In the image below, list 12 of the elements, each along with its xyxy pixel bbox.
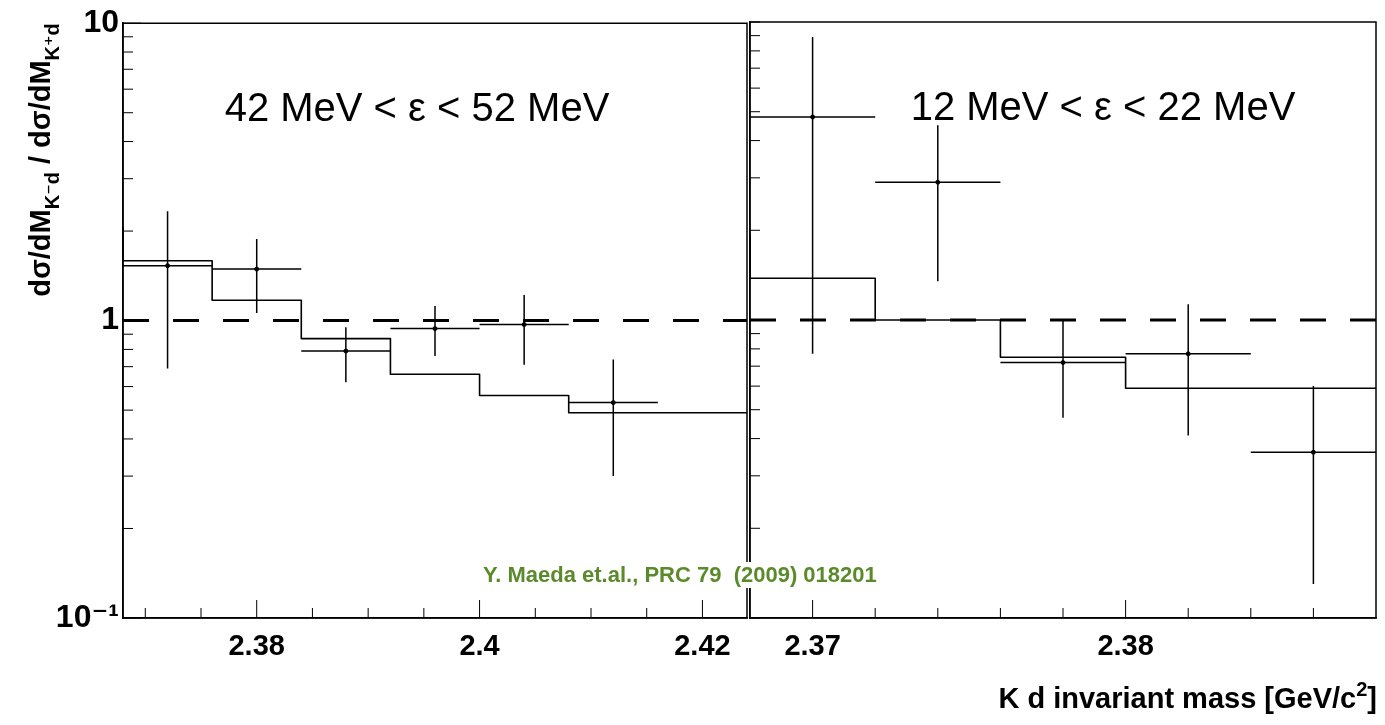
- x-tick-label: 2.38: [228, 629, 285, 662]
- x-tick-label: 2.42: [674, 629, 731, 662]
- y-tick-label: 10⁻¹: [55, 597, 119, 634]
- x-tick-label: 2.38: [1097, 629, 1154, 662]
- annotation: Y. Maeda et.al., PRC 79 (2009) 018201: [483, 562, 877, 588]
- text: 12 MeV < ε < 22 MeV: [910, 84, 1296, 128]
- y-tick-label: 1: [101, 300, 119, 337]
- y-tick-label: 10: [83, 3, 119, 40]
- text: 42 MeV < ε < 52 MeV: [224, 85, 610, 130]
- x-tick-label: 2.4: [459, 629, 500, 662]
- x-tick-label: 2.37: [784, 629, 841, 662]
- y-axis-title: dσ/dMK⁻d / dσ/dMK⁺d: [24, 23, 63, 297]
